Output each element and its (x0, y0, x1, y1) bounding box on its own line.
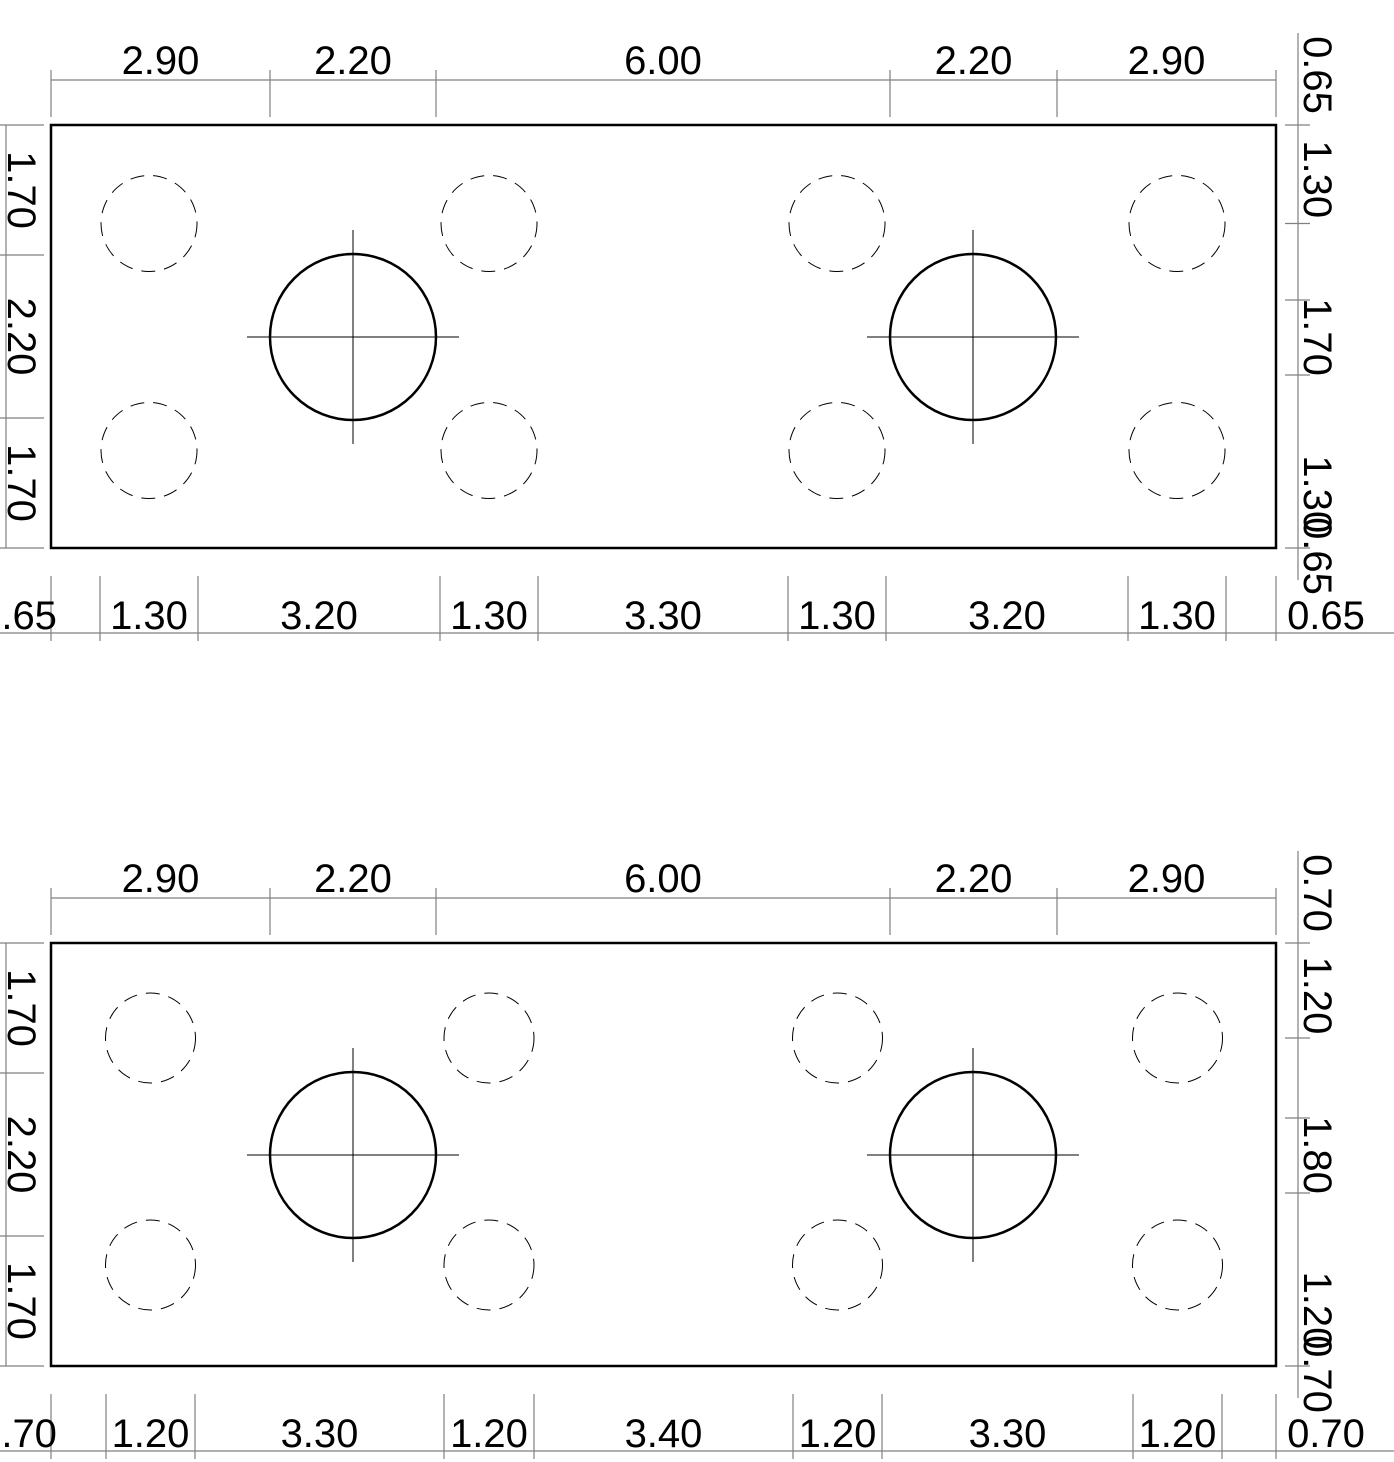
hidden-hole (1132, 992, 1223, 1084)
right-dim-label: 1.30 (1295, 140, 1339, 218)
drawing-1: 2.902.206.002.202.900.651.303.201.303.30… (0, 33, 1394, 641)
right-dim-label: 1.20 (1295, 1272, 1339, 1350)
bottom-dim-label: 3.20 (968, 594, 1046, 638)
right-dim-label: 1.30 (1295, 455, 1339, 533)
top-dim-label: 2.20 (314, 857, 392, 901)
bottom-dim-label: 3.30 (281, 1412, 359, 1456)
right-dim-label: 1.80 (1295, 1116, 1339, 1194)
top-dim-label: 2.90 (122, 857, 200, 901)
left-dim-label: 1.70 (0, 969, 43, 1047)
bottom-dim-label: 1.30 (450, 594, 528, 638)
bottom-dim-label: 1.20 (112, 1412, 190, 1456)
bottom-dim-label: 3.40 (625, 1412, 703, 1456)
right-dim-label: 0.65 (1295, 517, 1339, 595)
bottom-dim-label: 0.70 (1287, 1412, 1365, 1456)
bottom-dim-label: 1.30 (110, 594, 188, 638)
hidden-hole (1128, 402, 1226, 499)
bottom-dim-label: 1.20 (1139, 1412, 1217, 1456)
bottom-dim-label: 0.65 (1287, 594, 1365, 638)
hidden-hole (100, 402, 198, 499)
hidden-hole (440, 175, 538, 272)
hidden-hole (443, 1219, 535, 1311)
left-dim-label: 1.70 (0, 444, 43, 522)
hidden-hole (1132, 1219, 1223, 1311)
hidden-hole (440, 402, 538, 499)
right-dim-label: 0.70 (1295, 1335, 1339, 1413)
top-dim-label: 2.20 (314, 39, 392, 83)
left-dim-label: 1.70 (0, 151, 43, 229)
bottom-dim-label: 1.30 (798, 594, 876, 638)
bottom-dim-label: 0.70 (0, 1412, 57, 1456)
plate-outline (49, 941, 1278, 1368)
right-dim-label: 0.65 (1295, 36, 1339, 114)
hidden-hole (105, 1219, 196, 1311)
left-dim-label: 1.70 (0, 1262, 43, 1340)
top-dim-label: 6.00 (624, 39, 702, 83)
top-dim-label: 2.90 (1128, 857, 1206, 901)
hidden-hole (443, 992, 535, 1084)
bottom-dim-label: 0.65 (0, 594, 57, 638)
hidden-hole (1128, 175, 1226, 272)
drawing-2: 2.902.206.002.202.900.701.203.301.203.40… (0, 851, 1394, 1459)
right-dim-label: 0.70 (1295, 854, 1339, 932)
hidden-hole (792, 992, 883, 1084)
bottom-dim-label: 3.30 (969, 1412, 1047, 1456)
hidden-hole (100, 175, 198, 272)
hidden-hole (788, 175, 886, 272)
bottom-dim-label: 3.30 (624, 594, 702, 638)
top-dim-label: 2.20 (935, 39, 1013, 83)
top-dim-label: 2.90 (122, 39, 200, 83)
right-dim-label: 1.70 (1295, 298, 1339, 376)
hidden-hole (792, 1219, 883, 1311)
plate-outline (49, 123, 1278, 550)
left-dim-label: 2.20 (0, 1116, 43, 1194)
right-dim-label: 1.20 (1295, 957, 1339, 1035)
bottom-dim-label: 3.20 (280, 594, 358, 638)
bottom-dim-label: 1.20 (799, 1412, 877, 1456)
bottom-dim-label: 1.30 (1138, 594, 1216, 638)
hidden-hole (788, 402, 886, 499)
top-dim-label: 6.00 (624, 857, 702, 901)
top-dim-label: 2.20 (935, 857, 1013, 901)
bottom-dim-label: 1.20 (450, 1412, 528, 1456)
hidden-hole (105, 992, 196, 1084)
left-dim-label: 2.20 (0, 298, 43, 376)
top-dim-label: 2.90 (1128, 39, 1206, 83)
